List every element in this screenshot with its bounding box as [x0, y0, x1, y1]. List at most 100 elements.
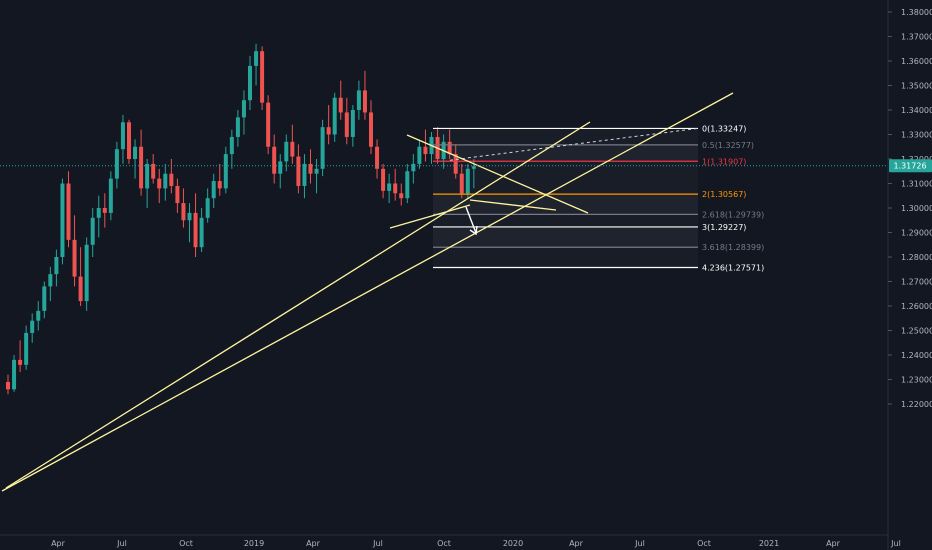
candle-body: [60, 183, 65, 257]
candle-body: [205, 198, 210, 218]
candle-body: [6, 381, 10, 390]
y-tick-label: 1.37000: [901, 33, 932, 42]
candle-body: [96, 208, 101, 218]
x-tick-label: Oct: [697, 539, 711, 548]
fib-level-label: 3.618(1.28399): [702, 243, 764, 252]
arrow-shaft: [465, 206, 477, 234]
x-tick-label: Apr: [569, 539, 584, 548]
candle-body: [139, 146, 144, 189]
y-tick-label: 1.25000: [901, 327, 932, 336]
candle-body: [42, 286, 47, 311]
fib-level-label: 2.618(1.29739): [702, 210, 764, 219]
candle-body: [48, 274, 53, 287]
price-axis[interactable]: 1.38000 1.37000 1.36000 1.35000 1.34000 1.330…: [888, 8, 932, 409]
fibonacci-levels[interactable]: 0(1.33247) 0.5(1.32577) 1(1.31907) 2(1.3056…: [433, 124, 764, 273]
y-tick-label: 1.28000: [901, 253, 932, 262]
y-tick-label: 1.38000: [901, 8, 932, 17]
x-tick-label: Apr: [826, 539, 841, 548]
candle-body: [133, 146, 138, 159]
candle-body: [175, 185, 180, 204]
candle-body: [362, 90, 367, 113]
x-tick-label: Apr: [306, 539, 321, 548]
candle-body: [193, 212, 198, 248]
trendline[interactable]: [5, 121, 591, 489]
candle-body: [151, 163, 156, 179]
x-tick-label: Oct: [437, 539, 451, 548]
trendline[interactable]: [389, 204, 471, 229]
x-tick-label: 2019: [244, 539, 264, 548]
y-tick-label: 1.30000: [901, 204, 932, 213]
candle-body: [381, 168, 386, 191]
fib-zone: [433, 161, 698, 195]
candle-body: [199, 217, 204, 248]
y-tick-label: 1.36000: [901, 57, 932, 66]
fib-zone: [433, 144, 698, 162]
candle-body: [90, 217, 95, 245]
candle-body: [54, 257, 59, 275]
candle-body: [375, 146, 380, 169]
trendlines[interactable]: [1, 92, 734, 492]
candle-body: [266, 102, 271, 147]
x-tick-label: Jul: [634, 539, 645, 548]
current-price-badge: 1.31726: [889, 159, 932, 173]
candle-body: [145, 163, 150, 189]
candle-body: [465, 168, 470, 194]
y-tick-label: 1.24000: [901, 351, 932, 360]
y-tick-label: 1.31000: [901, 180, 932, 189]
fib-level-label: 2(1.30567): [702, 190, 746, 199]
candle-body: [326, 127, 331, 135]
candle-body: [108, 178, 113, 213]
y-tick-label: 1.35000: [901, 82, 932, 91]
candle-body: [308, 163, 313, 174]
arrow-head: [469, 225, 478, 236]
fib-level-label: 0(1.33247): [702, 124, 746, 133]
candle-body: [72, 239, 77, 277]
candle-body: [229, 136, 234, 155]
arrows[interactable]: [465, 206, 478, 236]
candle-body: [296, 156, 301, 186]
candle-body: [350, 110, 355, 137]
y-tick-label: 1.23000: [901, 376, 932, 385]
candle-body: [102, 208, 107, 213]
trendline[interactable]: [406, 134, 589, 214]
candle-body: [241, 100, 246, 118]
candle-body: [127, 122, 131, 159]
candle-body: [169, 173, 174, 186]
y-tick-label: 1.26000: [901, 302, 932, 311]
candle-body: [417, 146, 422, 164]
x-tick-label: Oct: [179, 539, 193, 548]
candle-body: [217, 181, 222, 189]
candle-body: [272, 146, 277, 174]
trendline[interactable]: [469, 199, 557, 211]
candle-body: [369, 112, 373, 147]
fib-level-label: 3(1.29227): [702, 223, 746, 232]
fib-level-label: 0.5(1.32577): [702, 141, 754, 150]
trendline[interactable]: [1, 92, 734, 492]
x-tick-label: Apr: [51, 539, 66, 548]
candle-body: [120, 122, 125, 150]
fib-zone: [433, 194, 698, 215]
candle-body: [471, 166, 476, 169]
fib-zone: [433, 214, 698, 227]
candle-body: [84, 244, 89, 302]
candle-body: [157, 178, 162, 189]
candle-body: [211, 181, 216, 199]
candle-body: [114, 149, 119, 179]
y-tick-label: 1.22000: [901, 400, 932, 409]
candle-body: [18, 359, 23, 365]
y-tick-label: 1.34000: [901, 106, 932, 115]
candle-body: [387, 183, 392, 191]
candle-body: [248, 65, 252, 101]
candle-body: [356, 90, 361, 110]
candle-body: [36, 310, 41, 321]
candle-body: [399, 193, 404, 199]
time-axis[interactable]: Apr Jul Oct 2019 Apr Jul Oct 2020 Apr Jul Oct 2021 A…: [51, 539, 901, 548]
candles: [6, 43, 476, 395]
current-price-label: 1.31726: [893, 162, 926, 171]
candle-body: [278, 161, 283, 174]
candle-body: [447, 141, 452, 155]
candle-body: [78, 276, 83, 302]
fib-level-label: 1(1.31907): [702, 157, 746, 166]
